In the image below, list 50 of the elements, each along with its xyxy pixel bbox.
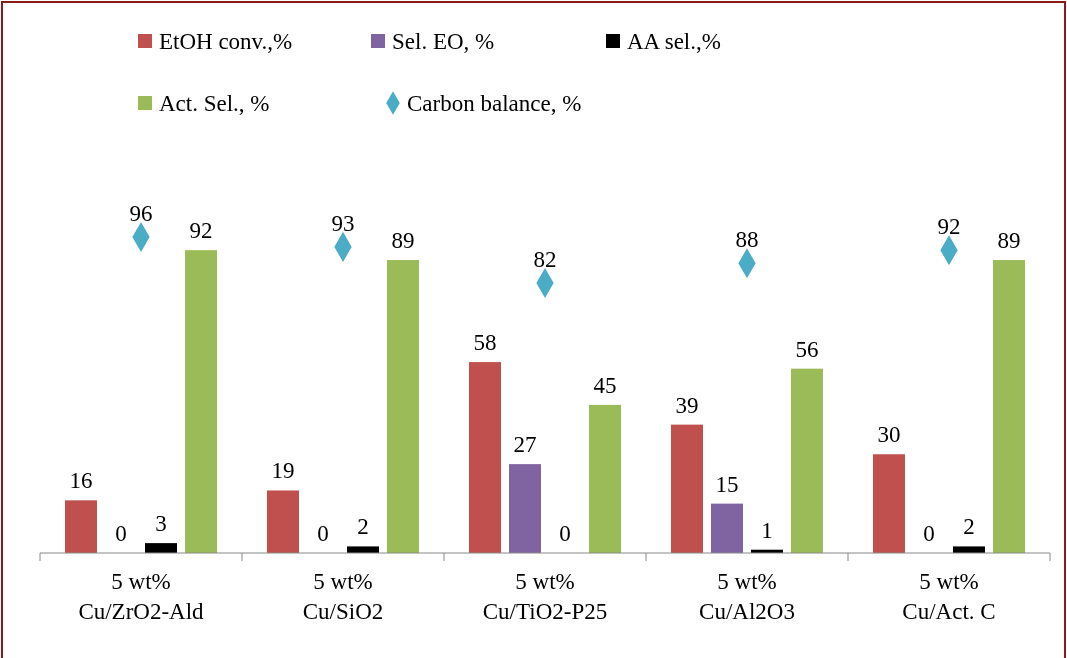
bar [589, 404, 621, 553]
data-label: 30 [877, 422, 901, 448]
legend-label: EtOH conv.,% [159, 29, 293, 54]
data-label: 58 [473, 330, 497, 356]
bar [145, 543, 177, 553]
data-label: 96 [129, 201, 153, 226]
data-label: 15 [715, 471, 739, 497]
bar [469, 362, 501, 553]
data-label: 82 [533, 247, 557, 273]
data-label: 0 [559, 521, 571, 546]
data-label: 89 [997, 228, 1021, 254]
data-label: 27 [513, 432, 537, 458]
bar [993, 260, 1025, 553]
data-label: 45 [593, 372, 617, 398]
data-label: 39 [675, 392, 699, 418]
x-tick-label: 5 wt% Cu/Al2O3 [699, 569, 795, 624]
data-label: 1 [761, 517, 773, 543]
x-tick-label: 5 wt% Cu/ZrO2-Ald [78, 569, 205, 624]
data-label: 93 [331, 210, 355, 236]
x-tick-label: 5 wt% Cu/SiO2 [302, 569, 384, 624]
bar [65, 500, 97, 553]
bar [873, 454, 905, 553]
data-label: 0 [923, 521, 935, 546]
bar [509, 464, 541, 553]
data-label: 56 [795, 336, 819, 362]
data-label: 88 [735, 227, 759, 253]
legend-label: Act. Sel., % [159, 91, 270, 116]
data-label: 2 [357, 514, 369, 540]
data-label: 3 [155, 511, 167, 537]
data-label: 16 [69, 468, 93, 494]
bar [671, 424, 703, 553]
legend-label: AA sel.,% [627, 29, 721, 54]
bar [347, 546, 379, 553]
data-label: 19 [271, 458, 295, 484]
bar [267, 490, 299, 553]
data-label: 2 [963, 514, 975, 540]
data-label: 0 [317, 521, 329, 546]
data-label: 0 [115, 521, 127, 546]
data-label: 89 [391, 228, 415, 254]
data-label: 92 [189, 218, 213, 244]
bar [953, 546, 985, 553]
bar [791, 368, 823, 553]
bar [711, 503, 743, 553]
bar [185, 250, 217, 553]
x-tick-label: 5 wt% Cu/Act. C [902, 569, 996, 624]
bar [387, 260, 419, 553]
x-tick-label: 5 wt% Cu/TiO2-P25 [482, 569, 608, 624]
data-label: 92 [937, 214, 961, 240]
legend-label: Carbon balance, % [407, 91, 582, 116]
legend-label: Sel. EO, % [392, 29, 495, 54]
